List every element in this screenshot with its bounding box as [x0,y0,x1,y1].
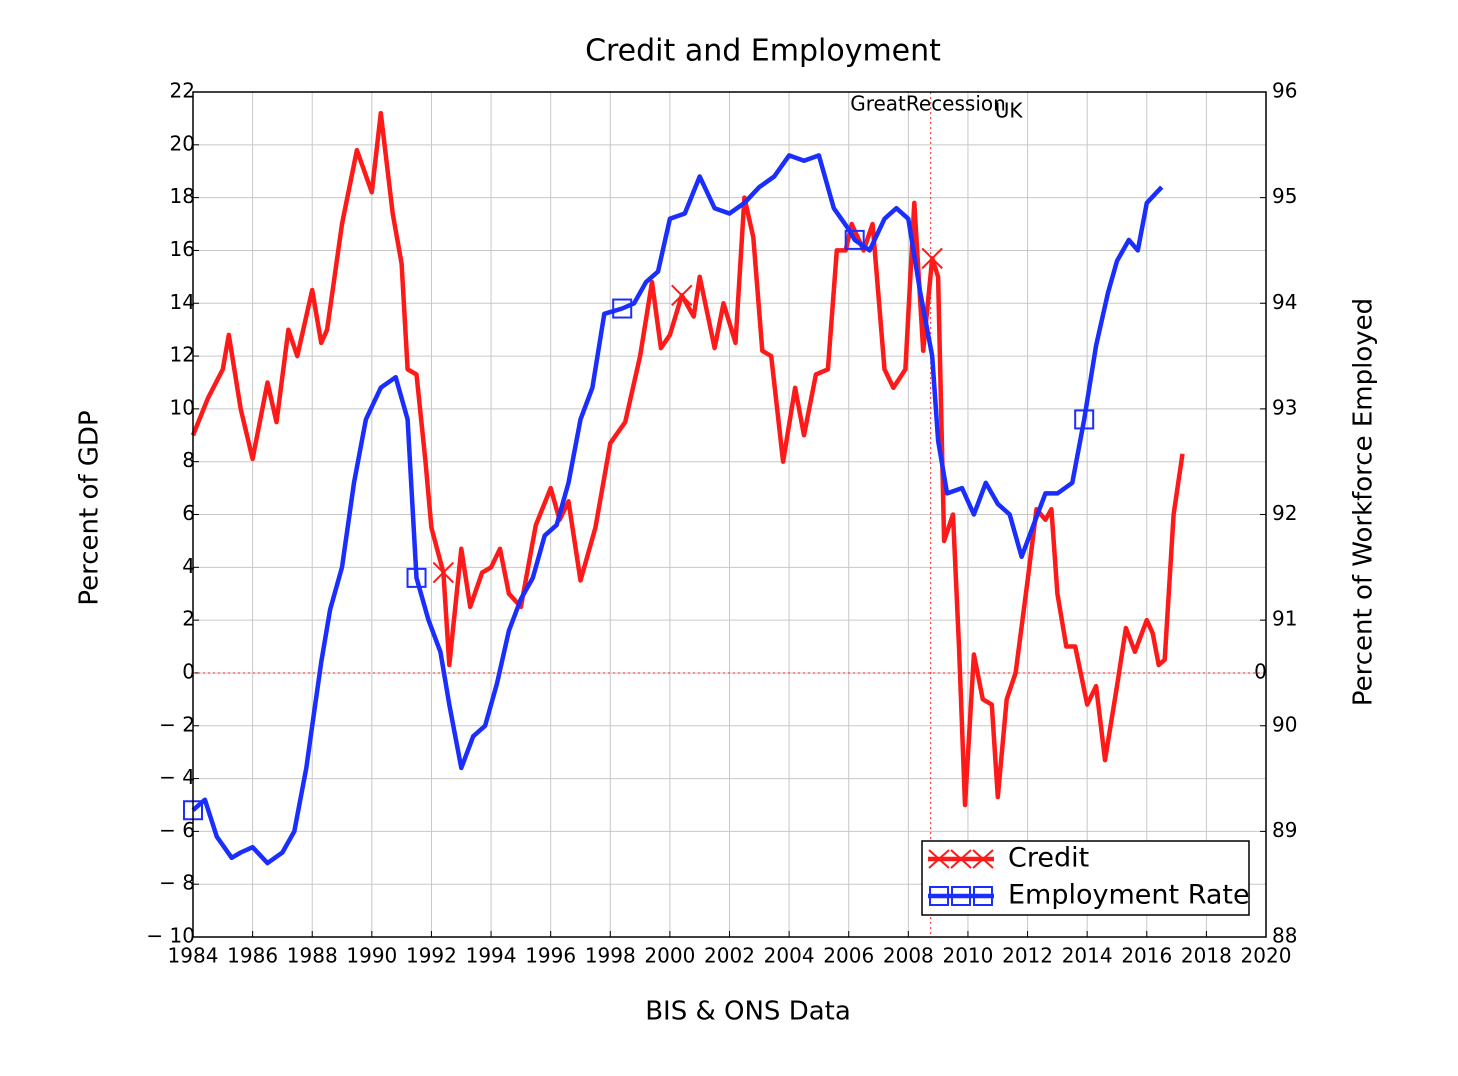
x-tick-label: 1994 [466,944,517,968]
y2-tick-label: 89 [1272,818,1297,842]
y-tick-label: 14 [170,290,195,314]
marker [671,284,693,307]
x-tick-label: 2020 [1241,944,1292,968]
x-tick-label: 1992 [406,944,457,968]
y-tick-label: 10 [170,395,195,419]
y-tick-label: 12 [170,343,195,367]
y-tick-label: 4 [182,554,195,578]
y-tick-label: − 10 [146,924,195,948]
plot-frame [192,91,1267,938]
x-tick-label: 2002 [704,944,755,968]
x-tick-label: 1990 [346,944,397,968]
marker [406,567,427,588]
series-line [190,110,1185,808]
y-axis-label: Percent of GDP [75,410,105,605]
y-tick-label: − 8 [159,871,195,895]
y2-tick-label: 90 [1272,712,1297,736]
annotation: GreatRecession [850,92,1006,116]
marker [612,298,633,319]
y2-tick-label: 88 [1272,924,1297,948]
y-tick-label: − 6 [159,818,195,842]
legend-label: Credit [1008,843,1089,874]
chart-title: Credit and Employment [585,34,941,69]
y-tick-label: 6 [182,501,195,525]
legend: Credit Employment Rate [921,840,1250,916]
y2-tick-label: 96 [1272,79,1297,103]
y2-tick-label: 93 [1272,395,1297,419]
x-tick-label: 2016 [1121,944,1172,968]
legend-marker [972,849,994,869]
legend-marker [951,886,971,906]
series-line [191,153,1164,866]
x-tick-label: 2006 [823,944,874,968]
annotation: UK [995,98,1024,122]
x-tick-label: 1986 [227,944,278,968]
x-tick-label: 2004 [764,944,815,968]
x-tick-label: 2014 [1062,944,1113,968]
x-tick-label: 1988 [287,944,338,968]
y2-tick-label: 91 [1272,607,1297,631]
y-tick-label: − 4 [159,765,195,789]
y-tick-label: 2 [182,607,195,631]
y-tick-label: 0 [182,659,195,683]
y-tick-label: − 2 [159,712,195,736]
x-tick-label: 2008 [883,944,934,968]
legend-box [921,840,1250,916]
marker [432,561,455,584]
legend-label: Employment Rate [1008,880,1250,911]
marker [844,229,865,250]
x-tick-label: 2012 [1002,944,1053,968]
y2-tick-label: 94 [1272,290,1297,314]
legend-marker [950,849,972,869]
y2-tick-label: 92 [1272,501,1297,525]
x-tick-label: 2010 [942,944,993,968]
marker [1074,409,1095,430]
legend-marker [973,886,993,906]
legend-marker [928,849,950,869]
x-axis-label: BIS & ONS Data [645,997,851,1027]
x-tick-label: 1996 [525,944,576,968]
y-tick-label: 18 [170,184,195,208]
x-tick-label: 2018 [1181,944,1232,968]
x-tick-label: 1998 [585,944,636,968]
marker [921,247,943,270]
x-tick-label: 1984 [168,944,219,968]
y2-axis-label: Percent of Workforce Employed [1349,298,1379,706]
y-tick-label: 20 [170,131,195,155]
legend-marker [929,886,949,906]
y-tick-label: 22 [170,79,195,103]
y-tick-label: 8 [182,448,195,472]
y-tick-label: 16 [170,237,195,261]
annotation: 0 [1254,659,1267,683]
y2-tick-label: 95 [1272,184,1297,208]
x-tick-label: 2000 [644,944,695,968]
